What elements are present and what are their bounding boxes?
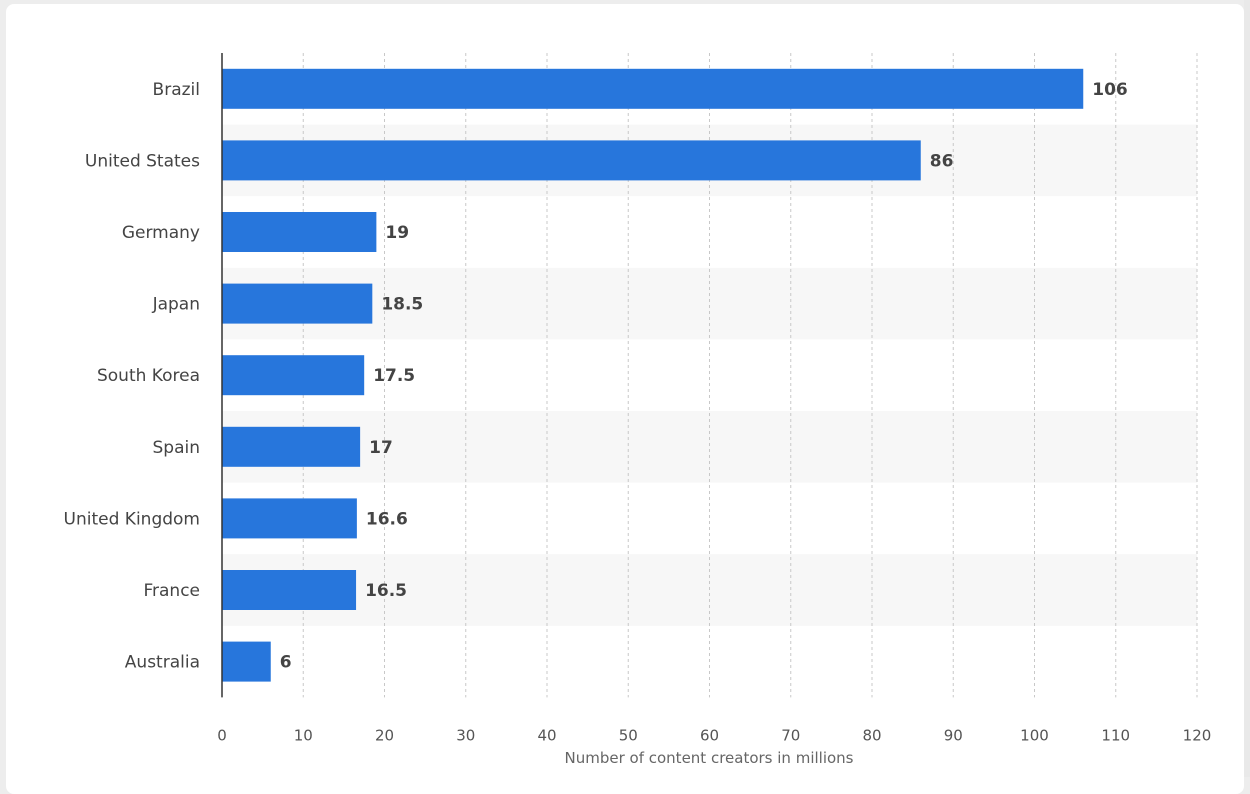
value-label: 6 bbox=[280, 653, 292, 673]
bar-chart: Brazil United States Germany Japan South Kor… bbox=[64, 53, 1211, 767]
bar bbox=[222, 498, 357, 539]
x-tick-label: 100 bbox=[1020, 726, 1049, 744]
x-tick-label: 0 bbox=[217, 726, 227, 744]
value-label: 18.5 bbox=[381, 295, 423, 315]
category-label: United States bbox=[85, 151, 200, 171]
x-tick-label: 50 bbox=[619, 726, 638, 744]
value-label: 17.5 bbox=[373, 366, 415, 386]
category-label: Japan bbox=[152, 295, 200, 315]
bar bbox=[222, 212, 377, 252]
x-tick-label: 110 bbox=[1101, 726, 1130, 744]
category-label: France bbox=[143, 581, 200, 601]
category-label: Spain bbox=[153, 438, 201, 458]
value-label: 17 bbox=[369, 438, 393, 458]
value-label: 86 bbox=[930, 151, 954, 171]
value-label: 16.5 bbox=[365, 581, 407, 601]
x-tick-label: 30 bbox=[456, 726, 475, 744]
x-tick-label: 70 bbox=[781, 726, 800, 744]
x-tick-label: 20 bbox=[375, 726, 394, 744]
x-axis-title: Number of content creators in millions bbox=[565, 749, 854, 767]
bar bbox=[222, 68, 1084, 109]
bar bbox=[222, 355, 365, 396]
category-label: Australia bbox=[125, 653, 200, 673]
category-label: Germany bbox=[122, 223, 200, 243]
bar bbox=[222, 283, 373, 324]
x-tick-label: 40 bbox=[537, 726, 556, 744]
category-label: Brazil bbox=[153, 80, 200, 100]
value-label: 16.6 bbox=[366, 509, 408, 529]
x-tick-label: 90 bbox=[944, 726, 963, 744]
category-label: United Kingdom bbox=[64, 509, 200, 529]
value-labels: 106 86 19 18.5 17.5 17 16.6 16.5 6 bbox=[280, 80, 1128, 673]
value-label: 19 bbox=[385, 223, 409, 243]
x-tick-label: 10 bbox=[294, 726, 313, 744]
bar bbox=[222, 641, 271, 682]
category-label: South Korea bbox=[97, 366, 200, 386]
page-edge bbox=[1244, 0, 1250, 777]
row-band bbox=[222, 411, 1197, 483]
x-tick-label: 60 bbox=[700, 726, 719, 744]
bar bbox=[222, 426, 361, 467]
bar bbox=[222, 570, 357, 610]
x-tick-label: 120 bbox=[1183, 726, 1212, 744]
x-tick-labels: 0 10 20 30 40 50 60 70 80 90 100 110 120 bbox=[217, 726, 1211, 744]
value-label: 106 bbox=[1092, 80, 1128, 100]
category-labels: Brazil United States Germany Japan South Kor… bbox=[64, 80, 201, 673]
bar bbox=[222, 140, 921, 181]
bars bbox=[222, 68, 1084, 682]
row-band bbox=[222, 267, 1197, 340]
x-tick-label: 80 bbox=[862, 726, 881, 744]
